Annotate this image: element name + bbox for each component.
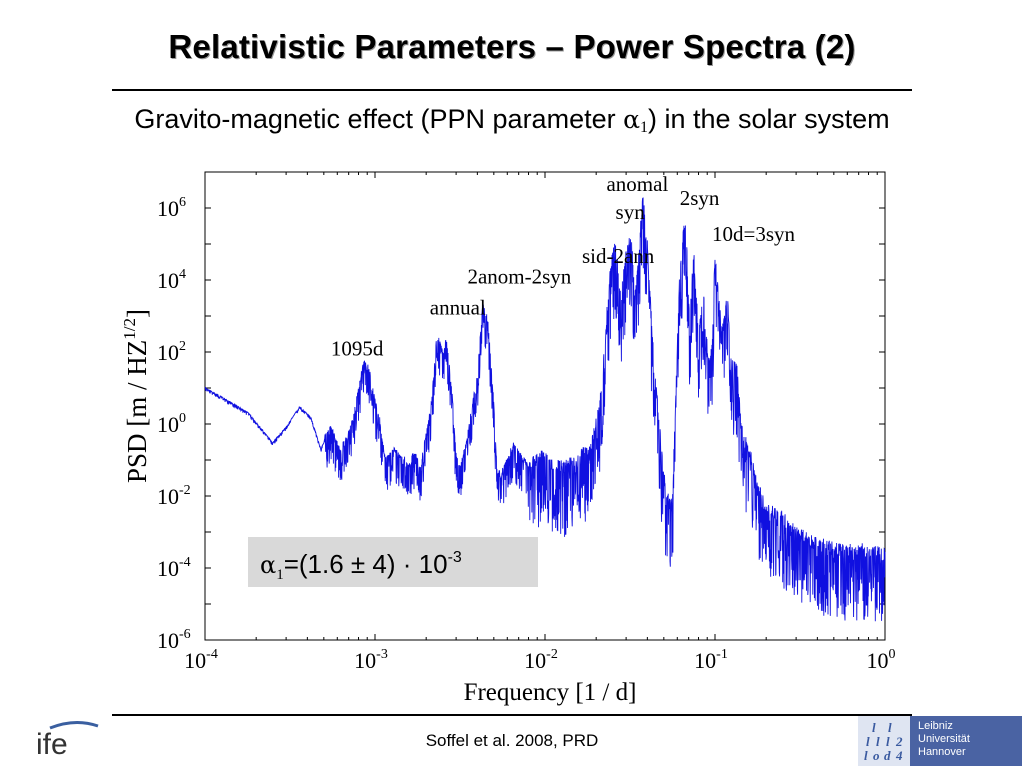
emblem-glyph-9: d xyxy=(884,748,891,763)
peak-annotation: sid-2ann xyxy=(582,244,655,268)
slide-title: Relativistic Parameters – Power Spectra … xyxy=(168,28,856,65)
citation: Soffel et al. 2008, PRD xyxy=(425,731,599,750)
leibniz-name-line-2: Universität xyxy=(918,733,970,745)
y-tick-label: 10-2 xyxy=(157,483,191,509)
footer-divider xyxy=(112,714,912,716)
x-tick-label: 10-2 xyxy=(524,647,558,673)
x-tick-label: 100 xyxy=(867,647,896,673)
y-tick-label: 104 xyxy=(157,267,186,293)
peak-annotation: 10d=3syn xyxy=(712,222,796,246)
y-tick-label: 10-4 xyxy=(157,555,191,581)
result-text: α1=(1.6 ± 4) · 10-3 xyxy=(260,549,462,583)
emblem-glyph-2: l xyxy=(888,720,892,735)
subtitle-alpha-subscript: 1 xyxy=(640,119,648,136)
peak-annotation: annual xyxy=(430,296,486,320)
y-axis-label: PSD [m / HZ1/2] xyxy=(120,309,152,483)
leibniz-name-line-3: Hannover xyxy=(918,746,966,758)
ife-logo-arc xyxy=(49,721,99,730)
ife-logo: ife xyxy=(20,712,110,762)
peak-annotation: 2anom-2syn xyxy=(467,264,571,288)
ife-logo-text: ife xyxy=(36,728,68,761)
x-tick-label: 10-1 xyxy=(694,647,728,673)
leibniz-emblem: l l l l l 2 l o d 4 xyxy=(858,716,910,766)
peak-annotation: anomal xyxy=(606,172,668,196)
emblem-glyph-10: 4 xyxy=(896,748,903,763)
subtitle-text-end: ) in the solar system xyxy=(648,104,890,134)
peak-annotation: 1095d xyxy=(331,336,384,360)
result-box xyxy=(248,537,538,587)
x-tick-label: 10-4 xyxy=(184,647,218,673)
title-divider xyxy=(112,89,912,91)
x-tick-label: 10-3 xyxy=(354,647,388,673)
plot-content: 10-4 10-3 10-2 10-1 10010-610-410-2100102104… xyxy=(120,171,896,706)
subtitle-alpha-symbol: α xyxy=(623,105,640,134)
ife-logo-graphic: ife xyxy=(36,721,99,761)
emblem-glyph-4: l xyxy=(876,734,880,749)
slide-subtitle: Gravito-magnetic effect (PPN parameter α… xyxy=(0,104,1024,137)
peak-annotation: syn xyxy=(616,200,646,224)
emblem-glyph-1: l xyxy=(872,720,876,735)
y-tick-label: 102 xyxy=(157,339,186,365)
y-tick-label: 106 xyxy=(157,195,186,221)
emblem-glyph-5: l xyxy=(886,734,890,749)
leibniz-name: Leibniz Universität Hannover xyxy=(918,720,970,759)
emblem-glyph-8: o xyxy=(873,748,880,763)
peak-annotation: 2syn xyxy=(680,186,720,210)
y-tick-label: 10-6 xyxy=(157,627,191,653)
emblem-glyph-3: l xyxy=(866,734,870,749)
subtitle-text-start: Gravito-magnetic effect (PPN parameter xyxy=(134,104,624,134)
emblem-glyph-7: l xyxy=(864,748,868,763)
y-tick-label: 100 xyxy=(157,411,186,437)
x-axis-label: Frequency [1 / d] xyxy=(464,679,637,706)
psd-series-line xyxy=(204,197,886,622)
leibniz-name-line-1: Leibniz xyxy=(918,720,953,732)
leibniz-university-logo: l l l l l 2 l o d 4 Leibniz Universität … xyxy=(858,716,1022,766)
emblem-glyph-6: 2 xyxy=(896,734,903,749)
